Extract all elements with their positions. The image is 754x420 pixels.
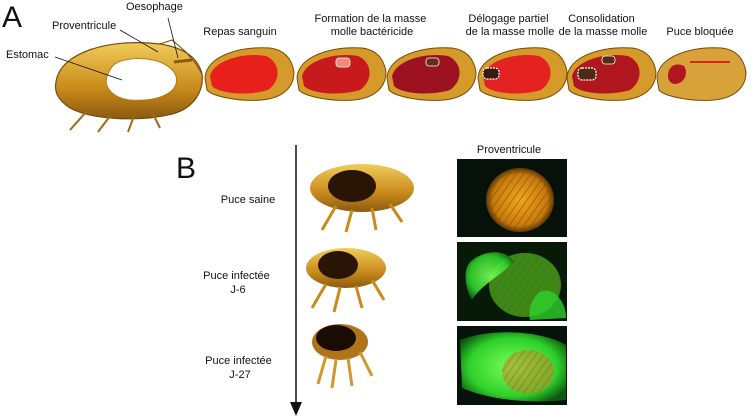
row-label-healthy: Puce saine: [221, 194, 275, 206]
stomach-area: [105, 58, 177, 101]
stage-label-2: Formation de la masse molle bactéricide: [315, 13, 430, 38]
stage-flea-5: [566, 47, 657, 101]
stage-flea-3: [386, 47, 477, 101]
stage-label-3: Délogage partiel de la masse molle: [466, 13, 555, 38]
blood-meal: [210, 54, 278, 94]
microscopy-infected-j6: [457, 242, 567, 321]
microscopy-infected-j27: [457, 326, 567, 405]
stage-flea-4: [477, 47, 568, 101]
label-oesophage: Oesophage: [126, 1, 183, 13]
stage-label-1: Repas sanguin: [203, 26, 276, 38]
label-estomac: Estomac: [6, 49, 49, 61]
soft-mass: [335, 57, 351, 68]
row-label-infected-j6: Puce infectée J-6: [203, 270, 273, 296]
panel-a-letter: A: [2, 1, 22, 34]
flea-diagram-main: [54, 17, 203, 133]
time-arrow: [290, 145, 302, 416]
microscopy-healthy: [457, 159, 567, 237]
flea-photo-infected-j27: [312, 324, 374, 389]
flea-photo-healthy: [310, 164, 414, 233]
column-header-proventricule: Proventricule: [477, 144, 541, 156]
stage-flea-1: [204, 47, 295, 101]
stage-flea-2: [296, 47, 387, 101]
panel-b-letter: B: [176, 152, 196, 185]
stage-flea-6: [656, 47, 747, 101]
stage-label-5: Puce bloquée: [666, 26, 733, 38]
flea-photo-infected-j6: [306, 248, 386, 313]
row-label-infected-j27: Puce infectée J-27: [205, 355, 275, 381]
label-proventricule: Proventricule: [52, 20, 116, 32]
stage-label-4: Consolidation de la masse molle: [559, 13, 648, 38]
